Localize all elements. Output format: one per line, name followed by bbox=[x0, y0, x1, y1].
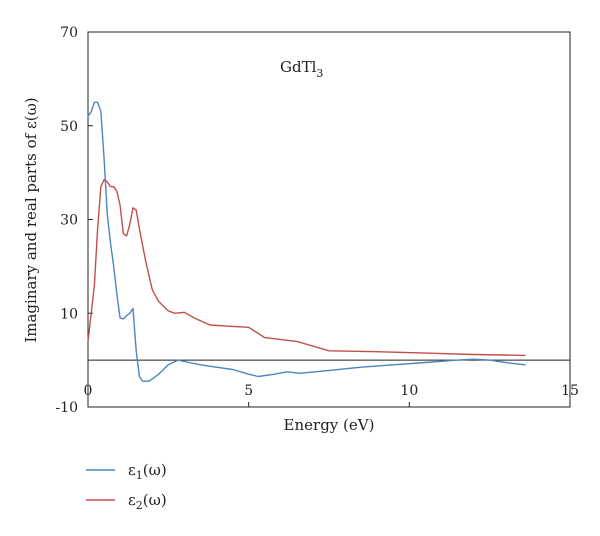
legend-eps1-suffix: (ω) bbox=[143, 461, 167, 479]
legend-label-eps1: ε1(ω) bbox=[128, 461, 167, 482]
y-axis-label: Imaginary and real parts of ε(ω) bbox=[22, 97, 40, 342]
compound-annotation-sub: 3 bbox=[316, 67, 323, 80]
legend: ε1(ω) ε2(ω) bbox=[86, 461, 167, 512]
y-tick-label: -10 bbox=[55, 400, 78, 416]
x-tick-label: 5 bbox=[244, 383, 253, 399]
legend-eps1-base: ε bbox=[128, 461, 136, 479]
legend-eps2-base: ε bbox=[128, 491, 136, 509]
legend-eps1-sub: 1 bbox=[136, 469, 143, 482]
legend-label-eps2: ε2(ω) bbox=[128, 491, 167, 512]
x-axis-label: Energy (eV) bbox=[284, 416, 375, 434]
x-tick-label: 0 bbox=[84, 383, 93, 399]
x-tick-label: 15 bbox=[561, 383, 579, 399]
legend-eps2-sub: 2 bbox=[136, 499, 143, 512]
y-tick-label: 30 bbox=[60, 213, 78, 229]
x-tick-label: 10 bbox=[400, 383, 418, 399]
series-layer bbox=[87, 101, 526, 382]
series-line-2 bbox=[87, 178, 526, 357]
series-line-1 bbox=[87, 101, 526, 382]
legend-eps2-suffix: (ω) bbox=[143, 491, 167, 509]
tick-group: 0 5 10 15 -10 10 30 50 70 bbox=[55, 25, 578, 416]
y-tick-label: 50 bbox=[60, 119, 78, 135]
compound-annotation-base: GdTl bbox=[280, 58, 317, 76]
y-tick-label: 70 bbox=[60, 25, 78, 41]
compound-annotation: GdTl3 bbox=[280, 58, 323, 80]
y-tick-label: 10 bbox=[60, 306, 78, 322]
